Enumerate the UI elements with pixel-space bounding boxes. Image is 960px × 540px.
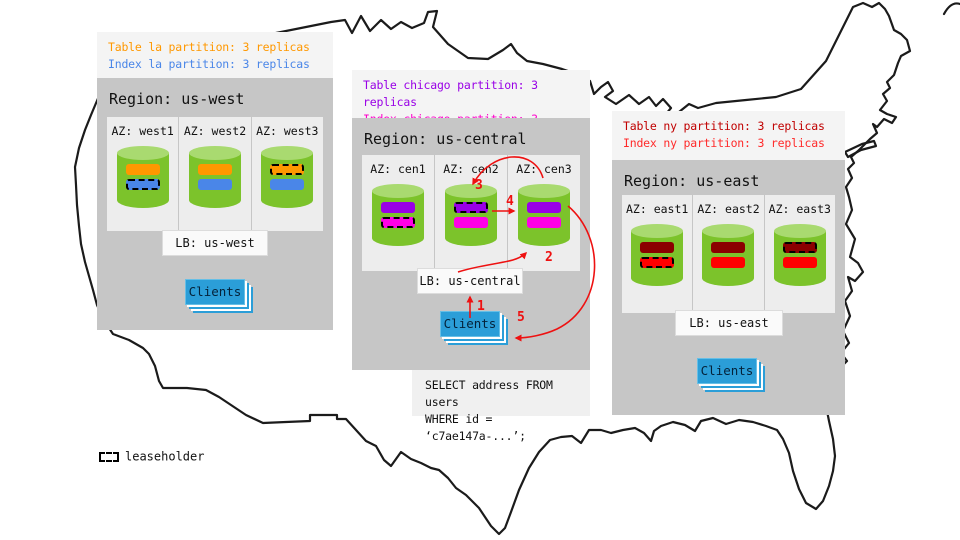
index-partition-bar — [454, 217, 488, 228]
arrow-step-1: 1 — [477, 299, 485, 314]
table-partition-bar — [527, 202, 561, 213]
az-cell: AZ: west1 — [107, 117, 180, 231]
callout-index-line: Index ny partition: 3 replicas — [623, 136, 825, 150]
clients-box: Clients — [440, 311, 500, 337]
az-cell: AZ: west3 — [252, 117, 323, 231]
az-cell: AZ: cen2 — [435, 155, 508, 271]
az-cell: AZ: west2 — [179, 117, 252, 231]
az-cell: AZ: east1 — [622, 195, 694, 313]
database-cylinder — [372, 184, 424, 246]
index-partition-bar — [197, 179, 232, 190]
database-cylinder — [518, 184, 570, 246]
table-partition-bar — [454, 202, 488, 213]
cylinder-top — [518, 184, 570, 198]
az-label: AZ: cen3 — [516, 162, 572, 176]
callout-table-line: Table ny partition: 3 replicas — [623, 119, 825, 133]
az-label: AZ: west1 — [111, 124, 174, 138]
az-label: AZ: east2 — [697, 202, 760, 216]
legend-label: leaseholder — [125, 449, 205, 464]
legend-leaseholder: leaseholder — [99, 449, 204, 464]
load-balancer-box: LB: us-west — [162, 230, 268, 256]
index-partition-bar — [381, 217, 415, 228]
table-partition-bar — [270, 164, 305, 175]
database-cylinder — [773, 224, 826, 286]
cylinder-top — [702, 224, 755, 238]
sql-query-line1: SELECT address FROM users — [425, 378, 553, 409]
region-box-us-central: Region: us-central AZ: cen1 AZ: cen2 AZ:… — [352, 118, 590, 370]
cylinder-top — [188, 146, 241, 160]
region-box-us-west: Region: us-west AZ: west1 AZ: west2 AZ: … — [97, 78, 333, 330]
az-label: AZ: east1 — [626, 202, 689, 216]
callout-table-line: Table la partition: 3 replicas — [108, 40, 310, 54]
map-northeast-fragment-path — [942, 2, 960, 16]
az-cell: AZ: east2 — [693, 195, 765, 313]
arrow-step-2: 2 — [545, 250, 553, 265]
table-partition-bar — [381, 202, 415, 213]
table-partition-bar — [197, 164, 232, 175]
az-cell: AZ: east3 — [765, 195, 835, 313]
cylinder-top — [116, 146, 169, 160]
arrow-step-5: 5 — [517, 310, 525, 325]
database-cylinder — [261, 146, 314, 208]
index-partition-bar — [711, 257, 746, 268]
callout-index-line: Index la partition: 3 replicas — [108, 57, 310, 71]
cylinder-top — [261, 146, 314, 160]
load-balancer-box: LB: us-east — [675, 310, 783, 336]
region-title: Region: us-central — [364, 130, 527, 148]
clients-box: Clients — [697, 358, 757, 384]
index-partition-bar — [527, 217, 561, 228]
callout-us-east: Table ny partition: 3 replicas Index ny … — [612, 111, 845, 160]
database-cylinder — [631, 224, 684, 286]
az-panel-us-west: AZ: west1 AZ: west2 AZ: west3 — [107, 117, 323, 231]
sql-query-box: SELECT address FROM users WHERE id = ‘c7… — [412, 370, 590, 443]
table-partition-bar — [640, 242, 675, 253]
az-cell: AZ: cen3 — [508, 155, 580, 271]
arrow-step-3: 3 — [475, 178, 483, 193]
table-partition-bar — [782, 242, 817, 253]
cylinder-top — [631, 224, 684, 238]
index-partition-bar — [125, 179, 160, 190]
index-partition-bar — [640, 257, 675, 268]
clients-box: Clients — [185, 279, 245, 305]
az-label: AZ: west2 — [183, 124, 247, 138]
az-label: AZ: east3 — [768, 202, 831, 216]
database-cylinder — [702, 224, 755, 286]
database-cylinder — [445, 184, 497, 246]
sql-query-line2: WHERE id = ‘c7ae147a-...’; — [425, 412, 526, 443]
az-cell: AZ: cen1 — [362, 155, 435, 271]
database-cylinder — [188, 146, 241, 208]
az-label: AZ: cen1 — [370, 162, 426, 176]
table-partition-bar — [711, 242, 746, 253]
cylinder-top — [773, 224, 826, 238]
region-title: Region: us-east — [624, 172, 760, 190]
arrow-step-4: 4 — [506, 194, 514, 209]
index-partition-bar — [270, 179, 305, 190]
az-label: AZ: west3 — [256, 124, 319, 138]
az-panel-us-east: AZ: east1 AZ: east2 AZ: east3 — [622, 195, 835, 313]
az-label: AZ: cen2 — [443, 162, 499, 176]
leaseholder-dashed-swatch — [99, 451, 119, 462]
index-partition-bar — [782, 257, 817, 268]
cylinder-top — [372, 184, 424, 198]
region-box-us-east: Region: us-east AZ: east1 AZ: east2 AZ: … — [612, 160, 845, 415]
load-balancer-box: LB: us-central — [417, 268, 523, 294]
callout-us-central: Table chicago partition: 3 replicas Inde… — [352, 70, 590, 143]
cylinder-top — [445, 184, 497, 198]
database-cylinder — [116, 146, 169, 208]
callout-us-west: Table la partition: 3 replicas Index la … — [97, 32, 333, 78]
callout-table-line: Table chicago partition: 3 replicas — [363, 78, 538, 109]
table-partition-bar — [125, 164, 160, 175]
map-long-island-path — [843, 139, 878, 159]
region-title: Region: us-west — [109, 90, 245, 108]
